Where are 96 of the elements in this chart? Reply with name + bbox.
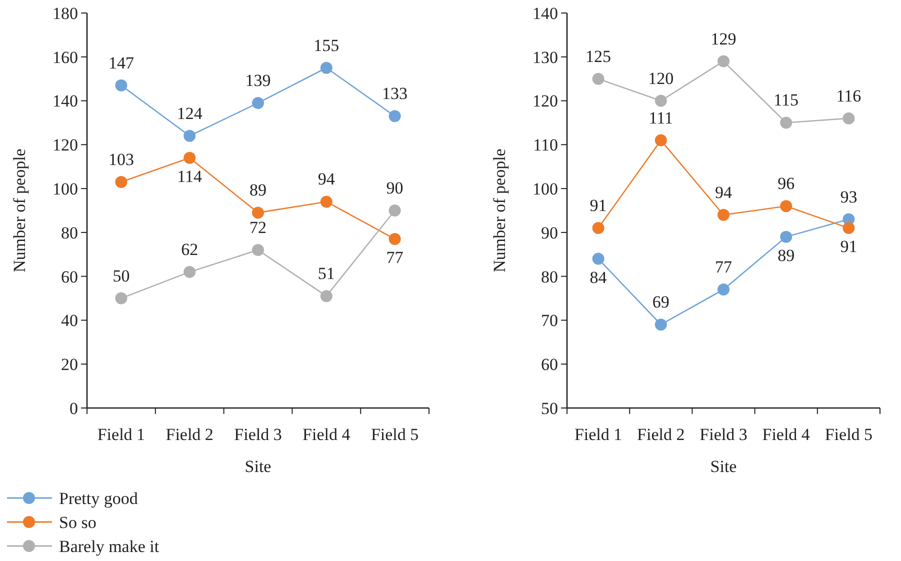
data-label: 147 [108, 53, 134, 72]
point [718, 208, 730, 221]
point [718, 55, 730, 68]
y-tick-label: 60 [61, 267, 78, 286]
data-label: 116 [836, 86, 862, 106]
y-tick-label: 110 [533, 136, 558, 155]
point [115, 292, 128, 304]
point [842, 222, 855, 234]
x-tick-label: Field 1 [97, 425, 146, 444]
x-tick-label: Field 4 [302, 425, 351, 444]
y-tick-label: 0 [70, 398, 78, 418]
data-label: 129 [710, 29, 736, 48]
point [184, 130, 196, 142]
y-tick-label: 180 [52, 4, 78, 23]
x-tick-label: Field 5 [824, 425, 873, 444]
data-label: 114 [177, 166, 203, 186]
y-tick-label: 130 [532, 48, 558, 67]
y-tick-label: 100 [532, 180, 558, 199]
point [184, 152, 196, 164]
y-tick-label: 80 [61, 223, 78, 242]
point [654, 94, 667, 107]
data-label: 124 [176, 104, 203, 123]
data-label: 125 [586, 46, 612, 66]
data-label: 90 [386, 178, 404, 198]
x-axis-title: Site [244, 457, 272, 476]
x-tick-label: Field 1 [574, 425, 622, 444]
data-label: 91 [840, 237, 858, 256]
data-label: 155 [314, 36, 340, 55]
x-tick-label: Field 2 [637, 425, 685, 444]
point [842, 112, 855, 124]
point [780, 116, 792, 129]
point [320, 196, 332, 208]
data-label: 120 [648, 68, 674, 88]
data-label: 111 [648, 108, 674, 128]
y-tick-label: 80 [541, 267, 558, 286]
point [388, 110, 401, 122]
legend-label: So so [59, 512, 96, 532]
x-tick-label: Field 3 [234, 425, 282, 444]
y-axis-title: Number of people [10, 148, 29, 272]
data-label: 51 [318, 264, 335, 284]
point [320, 290, 332, 302]
data-label: 84 [590, 268, 608, 287]
y-tick-label: 20 [61, 355, 78, 374]
data-label: 89 [778, 246, 795, 265]
point [780, 200, 792, 212]
y-tick-label: 120 [532, 92, 558, 111]
point [115, 79, 128, 92]
data-label: 94 [715, 182, 732, 202]
point [320, 62, 332, 74]
point [592, 72, 604, 85]
data-label: 139 [245, 70, 271, 90]
point [718, 284, 730, 296]
data-label: 94 [318, 170, 336, 189]
y-tick-label: 50 [541, 398, 558, 418]
point [592, 222, 604, 234]
data-label: 69 [652, 292, 670, 312]
legend-label: Pretty good [59, 488, 138, 508]
x-tick-label: Field 2 [166, 425, 214, 444]
point [388, 204, 401, 216]
data-label: 133 [382, 84, 408, 104]
data-label: 50 [112, 266, 130, 286]
data-label: 77 [715, 258, 732, 276]
x-tick-label: Field 5 [370, 425, 419, 444]
point [388, 233, 401, 246]
data-label: 93 [840, 187, 858, 206]
y-tick-label: 160 [52, 48, 78, 67]
point [654, 318, 667, 331]
y-tick-label: 120 [52, 136, 78, 155]
data-label: 77 [386, 248, 404, 268]
point [654, 134, 667, 146]
y-tick-label: 60 [541, 355, 558, 374]
data-label: 91 [590, 196, 607, 216]
y-tick-label: 90 [541, 223, 558, 242]
point [252, 206, 264, 219]
y-axis-title: Number of people [490, 148, 509, 272]
data-label: 89 [250, 180, 266, 200]
data-label: 115 [774, 90, 799, 110]
legend-label: Barely make it [59, 536, 160, 556]
x-axis-title: Site [710, 457, 737, 476]
data-label: 96 [778, 174, 795, 194]
point [115, 176, 128, 188]
data-label: 103 [108, 150, 134, 169]
point [252, 244, 264, 256]
y-tick-label: 140 [52, 92, 78, 111]
y-tick-label: 100 [52, 180, 78, 199]
data-label: 72 [250, 218, 266, 237]
point [184, 266, 196, 278]
point [780, 230, 792, 243]
y-tick-label: 70 [541, 311, 558, 330]
point [592, 252, 604, 265]
x-tick-label: Field 4 [762, 425, 810, 444]
y-tick-label: 140 [532, 4, 558, 23]
data-label: 62 [181, 240, 198, 259]
y-tick-label: 40 [61, 311, 78, 330]
x-tick-label: Field 3 [700, 425, 748, 444]
point [252, 96, 264, 109]
